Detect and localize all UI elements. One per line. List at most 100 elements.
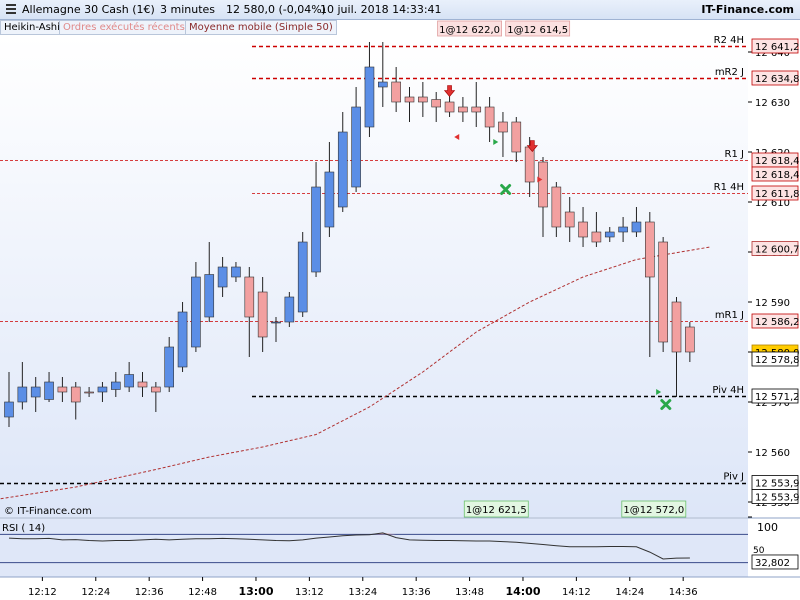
order-tag[interactable] — [437, 20, 502, 37]
order-tag[interactable] — [463, 500, 529, 518]
candle-body[interactable] — [391, 81, 401, 103]
level-value: 12 618,4 — [755, 170, 800, 181]
candle-body[interactable] — [271, 321, 281, 324]
candle-body[interactable] — [97, 386, 108, 393]
x-tick-label: 13:24 — [348, 587, 377, 598]
candle-body[interactable] — [177, 311, 188, 368]
candle-body[interactable] — [84, 391, 94, 394]
candle-body[interactable] — [511, 121, 522, 153]
level-value-box — [751, 70, 799, 86]
candle-body[interactable] — [337, 131, 348, 208]
order-triangle-icon — [656, 389, 662, 395]
candle-body[interactable] — [671, 301, 682, 353]
level-value-box — [751, 241, 799, 256]
menu-icon[interactable] — [6, 4, 16, 16]
candle-body[interactable] — [70, 386, 81, 403]
order-triangle-icon — [537, 176, 543, 183]
candle-body[interactable] — [631, 221, 642, 233]
tab-moyenne-mobile[interactable]: Moyenne mobile (Simple 50) — [185, 20, 337, 35]
candle-body[interactable] — [431, 99, 442, 108]
order-triangle-icon — [454, 134, 460, 140]
candle-body[interactable] — [618, 226, 628, 233]
candle-body[interactable] — [204, 274, 215, 318]
x-tick-label: 14:36 — [669, 587, 698, 598]
candle-body[interactable] — [551, 186, 562, 228]
x-tick-label: 14:00 — [505, 585, 540, 598]
order-triangle-icon — [493, 139, 499, 145]
level-value: 12 600,7 — [755, 245, 800, 256]
x-tick-label: 12:12 — [28, 587, 57, 598]
level-label: R1 J — [725, 149, 744, 160]
candle-body[interactable] — [644, 221, 655, 278]
rsi-value-box — [751, 554, 799, 570]
candle-body[interactable] — [231, 266, 241, 278]
level-value: 12 641,2 — [755, 42, 800, 53]
level-value-box — [751, 313, 799, 329]
order-tag-label: 1@12 621,5 — [466, 505, 527, 516]
candle-body[interactable] — [311, 186, 321, 273]
candle-body[interactable] — [685, 326, 695, 353]
candle-body[interactable] — [111, 381, 121, 390]
candle-body[interactable] — [564, 211, 575, 228]
level-label: R1 4H — [714, 182, 744, 193]
candle-body[interactable] — [377, 81, 388, 88]
candle-body[interactable] — [538, 161, 548, 208]
candle-body[interactable] — [137, 381, 148, 388]
candle-body[interactable] — [604, 231, 615, 238]
candle-body[interactable] — [658, 241, 668, 343]
y-tick-label: 12 640 — [755, 48, 790, 59]
candle-body[interactable] — [244, 276, 255, 318]
level-value-box — [751, 185, 799, 201]
y-tick-label: 12 590 — [755, 298, 790, 309]
candle-body[interactable] — [164, 346, 174, 388]
last-quote: 12 580,0 (-0,04%) — [226, 3, 326, 16]
rsi-axis-label: 50 — [753, 546, 765, 556]
order-tag[interactable] — [505, 20, 571, 37]
level-value-box — [751, 38, 799, 54]
instrument-name: Allemagne 30 Cash (1€) — [22, 3, 155, 16]
watermark: © IT-Finance.com — [4, 506, 92, 517]
candle-body[interactable] — [151, 386, 161, 393]
candle-body[interactable] — [17, 386, 28, 403]
candle-body[interactable] — [404, 96, 415, 103]
candle-body[interactable] — [30, 386, 41, 398]
candle-body[interactable] — [444, 101, 455, 113]
candle-body[interactable] — [324, 171, 335, 228]
candle-body[interactable] — [217, 266, 228, 288]
tab-ordres-executes[interactable]: Ordres exécutés récents — [59, 20, 189, 35]
candle-body[interactable] — [4, 401, 14, 418]
candle-body[interactable] — [297, 241, 308, 313]
candle-body[interactable] — [471, 106, 482, 113]
x-tick-label: 13:12 — [295, 587, 324, 598]
level-value: 12 611,8 — [755, 189, 800, 200]
candle-body[interactable] — [57, 386, 68, 393]
level-value-box — [751, 166, 799, 182]
order-tag[interactable] — [621, 500, 687, 518]
level-value: 12 618,4 — [755, 156, 800, 167]
sell-arrow-icon — [526, 140, 538, 152]
x-tick-label: 14:12 — [562, 587, 591, 598]
candle-body[interactable] — [364, 66, 375, 128]
level-value: 12 553,9 — [755, 479, 800, 490]
candle-body[interactable] — [458, 106, 468, 113]
rsi-axis-label: 100 — [757, 521, 778, 534]
candle-body[interactable] — [351, 106, 361, 188]
x-tick-label: 12:48 — [188, 587, 217, 598]
rsi-line — [8, 532, 690, 560]
candle-body[interactable] — [578, 221, 588, 238]
candle-body[interactable] — [591, 231, 602, 243]
candle-body[interactable] — [124, 374, 134, 388]
candle-body[interactable] — [284, 296, 295, 323]
level-label: mR1 J — [715, 310, 744, 321]
x-tick-label: 14:24 — [615, 587, 644, 598]
candle-body[interactable] — [44, 381, 54, 400]
y-tick-label: 12 610 — [755, 198, 790, 209]
candle-body[interactable] — [191, 276, 201, 348]
candle-body[interactable] — [524, 146, 535, 183]
candle-body[interactable] — [498, 121, 508, 133]
rsi-background — [0, 519, 748, 577]
candle-body[interactable] — [484, 106, 495, 128]
candle-body[interactable] — [418, 96, 428, 103]
candle-body[interactable] — [257, 291, 268, 338]
